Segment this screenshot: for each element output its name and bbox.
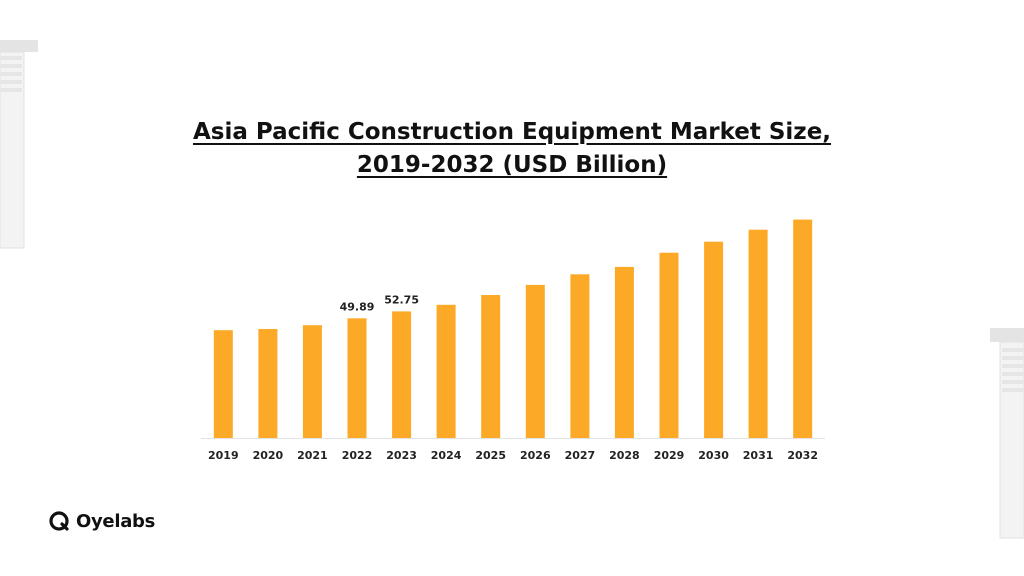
x-tick-label-2022: 2022 [342,449,373,462]
chart-title-line2: 2019-2032 (USD Billion) [356,152,668,178]
brand-logo: Oyelabs [48,510,155,532]
x-tick-label-2020: 2020 [253,449,284,462]
bar-2030 [704,241,724,438]
data-label-2023: 52.75 [384,293,419,306]
bar-2023 [392,311,412,438]
bar-2031 [748,229,768,438]
x-tick-label-2026: 2026 [520,449,551,462]
x-tick-label-2025: 2025 [475,449,506,462]
bar-2019 [213,330,233,438]
x-tick-label-2024: 2024 [431,449,462,462]
bar-2021 [302,325,322,438]
x-tick-label-2019: 2019 [208,449,239,462]
bar-2024 [436,304,456,438]
bar-2025 [481,295,501,438]
bar-2020 [258,329,278,438]
x-tick-label-2032: 2032 [787,449,818,462]
data-label-2022: 49.89 [340,300,375,313]
x-tick-label-2031: 2031 [743,449,774,462]
bar-2032 [793,219,813,438]
x-tick-label-2028: 2028 [609,449,640,462]
right-decorative-paper [990,328,1024,539]
chart-title: Asia Pacific Construction Equipment Mark… [0,116,1024,182]
bar-2022 [347,318,367,438]
x-tick-label-2021: 2021 [297,449,328,462]
brand-name: Oyelabs [76,510,156,532]
bar-2026 [525,284,545,438]
chart-title-line1: Asia Pacific Construction Equipment Mark… [192,119,832,145]
left-decorative-paper [0,40,38,249]
bar-2027 [570,274,590,438]
bar-2029 [659,252,679,438]
x-tick-label-2027: 2027 [565,449,596,462]
x-tick-label-2023: 2023 [386,449,417,462]
x-tick-label-2030: 2030 [698,449,729,462]
oyelabs-logo-icon [49,511,69,531]
bar-2028 [614,266,634,438]
x-tick-label-2029: 2029 [654,449,685,462]
